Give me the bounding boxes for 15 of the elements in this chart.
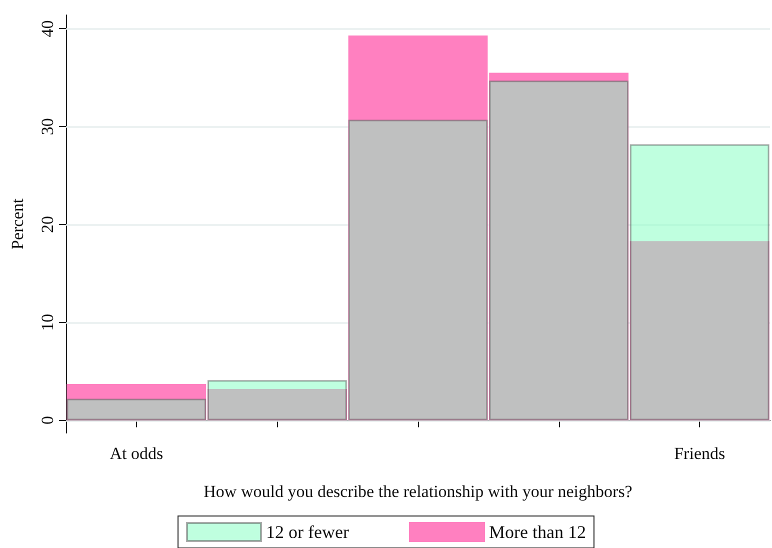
- bar: [348, 120, 488, 420]
- y-tick-label: 30: [38, 118, 57, 136]
- y-tick-label: 0: [38, 416, 57, 425]
- x-axis-title: How would you describe the relationship with your neighbors?: [204, 482, 632, 501]
- bar: [630, 144, 770, 420]
- bar: [208, 380, 347, 420]
- y-axis-title: Percent: [8, 198, 27, 250]
- y-tick-label: 40: [38, 20, 57, 38]
- legend-label: More than 12: [488, 522, 586, 542]
- legend-label: 12 or fewer: [266, 522, 349, 542]
- y-tick-label: 20: [38, 216, 57, 233]
- x-tick-label: Friends: [674, 444, 726, 463]
- x-tick-label: At odds: [110, 444, 164, 463]
- y-tick-label: 10: [38, 314, 57, 331]
- bar: [66, 398, 206, 420]
